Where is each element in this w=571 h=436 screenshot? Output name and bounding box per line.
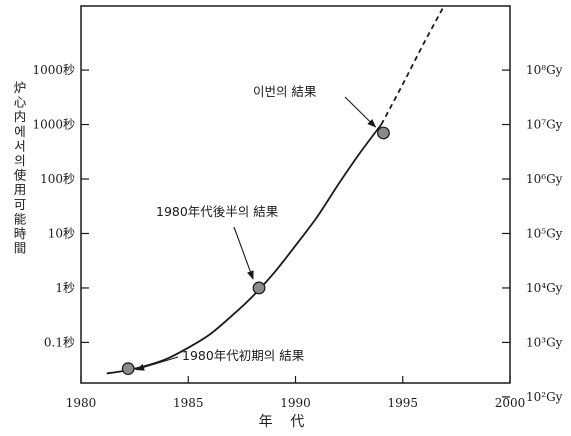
- point-annotation: 1980年代後半의 結果: [156, 204, 279, 219]
- y-right-tick-label: 10³Gy: [526, 335, 563, 349]
- y-axis-title-char: 의: [14, 153, 26, 168]
- plot-frame-layer: [80, 5, 511, 384]
- annotations-layer: 1980年代初期의 結果 1980年代後半의 結果 이번의 結果: [135, 84, 377, 371]
- y-axis-title-char: 에: [14, 124, 26, 139]
- x-tick-label: 1995: [387, 396, 418, 410]
- y-right-tick-label: 10⁷Gy: [526, 118, 563, 132]
- y-left-tick-label: 10秒: [48, 226, 75, 240]
- plot-frame: [80, 5, 511, 384]
- series-line-dashed: [380, 6, 446, 125]
- ticks-layer: 1980 1985 1990 1995 2000 0.1秒 1秒 10秒 100秒 1000秒 10…: [32, 63, 562, 410]
- y-axis-title-char: 可: [14, 197, 27, 212]
- x-tick-label: 1990: [280, 396, 311, 410]
- y-axis-title-char: 内: [14, 109, 27, 124]
- x-axis-title: 年 代: [259, 414, 305, 430]
- y-left-tick-label: 0.1秒: [44, 335, 75, 349]
- data-point: [252, 281, 266, 295]
- data-point: [121, 362, 135, 376]
- y-axis-title-char: 時: [14, 226, 27, 241]
- y-right-tick-label: 10⁴Gy: [526, 281, 563, 295]
- y-axis-title-char: 用: [14, 182, 27, 197]
- y-axis-title-char: 서: [14, 138, 26, 153]
- annotation-arrow: [233, 226, 254, 280]
- y-axis-title-char: 炉: [14, 80, 27, 95]
- y-axis-title-char: 心: [14, 95, 27, 110]
- annotation-arrow: [135, 356, 179, 371]
- y-left-tick-label: 1000秒: [32, 118, 75, 132]
- x-tick-label: 1985: [173, 396, 204, 410]
- y-left-tick-label: 1000秒: [32, 63, 75, 77]
- series-line-solid: [106, 123, 383, 375]
- point-annotation: 이번의 結果: [253, 84, 317, 99]
- y-right-tick-label: 10⁶Gy: [526, 172, 563, 186]
- y-left-tick-label: 100秒: [40, 172, 75, 186]
- y-axis-title-char: 能: [14, 211, 27, 226]
- annotation-arrow: [344, 96, 377, 128]
- y-left-tick-label: 1秒: [55, 281, 75, 295]
- point-annotation: 1980年代初期의 結果: [182, 348, 305, 363]
- y-axis-title-char: 間: [14, 241, 27, 256]
- data-point: [377, 126, 390, 140]
- y-right-tick-label: 10²Gy: [526, 390, 563, 404]
- y-right-tick-label: 10⁸Gy: [526, 63, 563, 77]
- y-right-tick-label: 10⁵Gy: [526, 226, 563, 240]
- x-tick-label: 2000: [495, 396, 526, 410]
- y-axis-title-char: 使: [14, 168, 27, 183]
- x-tick-label: 1980: [66, 396, 97, 410]
- curve-layer: [106, 6, 446, 375]
- points-layer: [121, 126, 390, 376]
